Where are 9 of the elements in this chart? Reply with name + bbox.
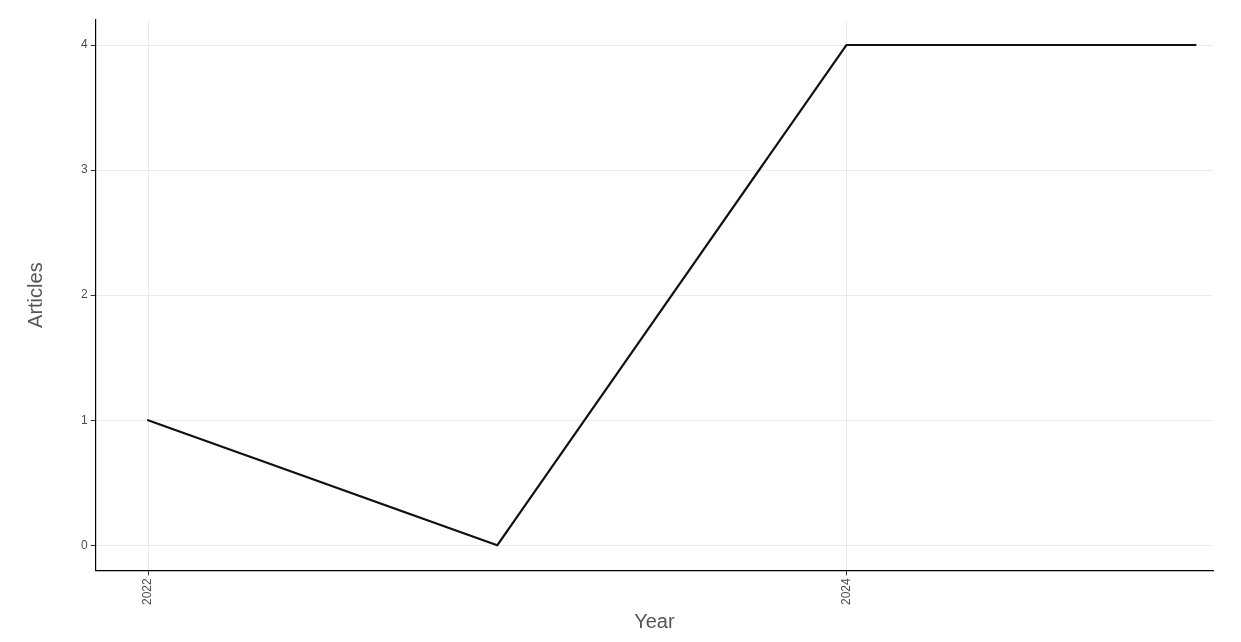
y-axis-title: Articles [23, 262, 46, 328]
x-tick-label: 2024 [838, 577, 853, 606]
y-tick-label: 2 [80, 287, 88, 302]
y-tick-label: 1 [80, 412, 88, 427]
y-tick-label: 3 [80, 162, 88, 177]
y-tick-label: 4 [80, 37, 88, 52]
y-tick-label: 0 [80, 537, 88, 552]
x-tick-label: 2022 [140, 577, 155, 606]
x-axis-title: Year [634, 609, 675, 632]
